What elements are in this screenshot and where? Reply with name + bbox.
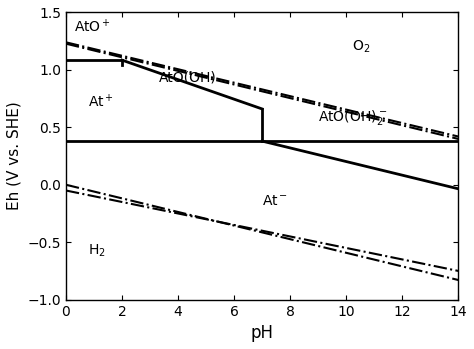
Text: At$^-$: At$^-$ xyxy=(262,194,288,208)
Text: AtO$^+$: AtO$^+$ xyxy=(74,18,111,35)
X-axis label: pH: pH xyxy=(251,324,273,342)
Text: AtO(OH): AtO(OH) xyxy=(158,71,216,85)
Text: O$_2$: O$_2$ xyxy=(352,38,370,55)
Text: H$_2$: H$_2$ xyxy=(88,243,106,259)
Text: At$^+$: At$^+$ xyxy=(88,93,114,110)
Text: AtO(OH)$_2^-$: AtO(OH)$_2^-$ xyxy=(318,108,387,127)
Y-axis label: Eh (V vs. SHE): Eh (V vs. SHE) xyxy=(7,102,22,210)
